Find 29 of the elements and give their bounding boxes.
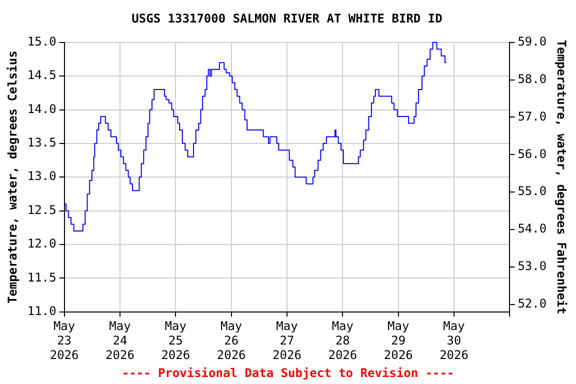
y-tick-label: 11.0 (27, 304, 56, 318)
y-tick-label: 14.0 (27, 102, 56, 116)
y-axis-title: Temperature, water, degrees Celsius (5, 50, 20, 304)
y-tick-label: 11.5 (27, 270, 56, 284)
chart-title: USGS 13317000 SALMON RIVER AT WHITE BIRD ID (132, 11, 442, 26)
y-tick-label: 12.5 (27, 202, 56, 217)
y-tick-label: 12.0 (27, 236, 56, 251)
x-tick-label: May 30 2026 (440, 319, 468, 362)
x-tick-label: May 28 2026 (328, 319, 358, 362)
x-tick-label: May 26 2026 (216, 319, 246, 362)
x-tick-label: May 27 2026 (272, 319, 302, 362)
x-tick-label: May 29 2026 (384, 319, 413, 362)
y2-tick-label: 54.0 (518, 222, 547, 236)
y2-tick-label: 52.0 (518, 296, 547, 310)
y2-tick-label: 55.0 (518, 184, 547, 198)
y2-tick-label: 58.0 (518, 72, 547, 86)
y-tick-label: 14.5 (27, 68, 56, 82)
x-tick-label: May 25 2026 (161, 319, 190, 362)
y2-axis-title: Temperature, water, degrees Fahrenheit (554, 40, 569, 314)
y2-tick-label: 53.0 (518, 259, 547, 274)
y-tick-label: 13.5 (27, 136, 56, 150)
y2-tick-label: 59.0 (518, 34, 547, 49)
y-tick-label: 15.0 (27, 34, 56, 49)
y2-tick-label: 56.0 (518, 146, 547, 161)
text: ---- Provisional Data Subject to Revision ---- (120, 366, 456, 380)
x-tick-label: May 23 2026 (50, 319, 79, 362)
y-tick-label: 13.0 (27, 169, 56, 184)
y2-tick-label: 57.0 (518, 109, 547, 124)
x-tick-label: May 24 2026 (106, 319, 134, 362)
